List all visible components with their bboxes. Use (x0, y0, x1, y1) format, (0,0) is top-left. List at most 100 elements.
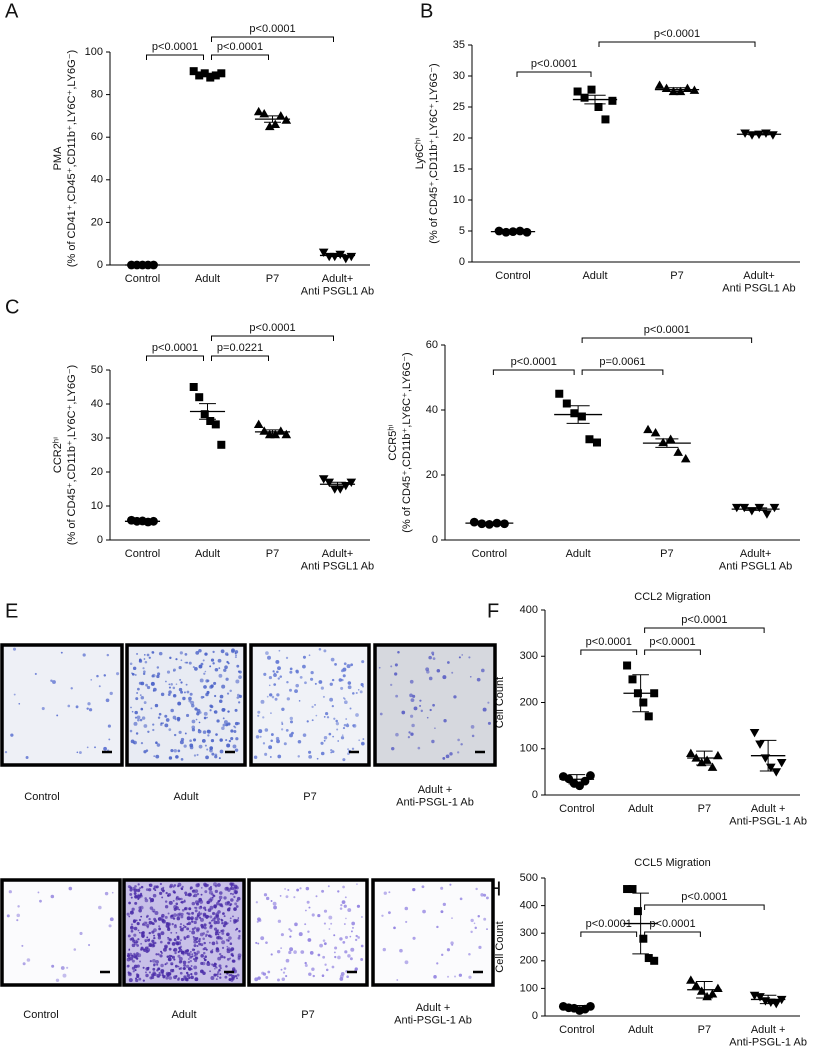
cell-dot (130, 896, 133, 899)
cell-dot (128, 948, 131, 951)
cell-dot (177, 897, 181, 901)
cell-dot (354, 938, 358, 942)
x-tick-label: Control (125, 273, 160, 285)
cell-dot (323, 909, 328, 913)
cell-dot (193, 944, 197, 948)
cell-dot (182, 924, 185, 927)
cell-dot (208, 921, 212, 925)
cell-dot (154, 889, 157, 892)
cell-dot (476, 677, 481, 682)
cell-dot (228, 907, 231, 910)
cell-dot (469, 676, 472, 678)
cell-dot (257, 942, 260, 945)
cell-dot (286, 697, 290, 701)
panel-label: F (487, 600, 499, 622)
error-bar (568, 1005, 586, 1011)
cell-dot (308, 750, 312, 754)
cell-dot (308, 654, 311, 657)
point (264, 121, 275, 131)
cell-dot (140, 885, 144, 889)
cell-dot (152, 967, 156, 971)
cell-dot (317, 953, 321, 957)
point (658, 437, 668, 447)
point (211, 420, 220, 429)
cell-dot (270, 953, 273, 956)
cell-dot (226, 949, 231, 954)
cell-dot (98, 685, 101, 688)
cell-dot (327, 885, 330, 888)
cell-dot (144, 660, 148, 664)
point (675, 86, 686, 96)
cell-dot (141, 716, 146, 720)
cell-dot (230, 898, 234, 902)
cell-dot (142, 667, 145, 670)
cell-dot (270, 900, 273, 902)
cell-dot (200, 912, 203, 915)
cell-dot (225, 739, 228, 742)
cell-dot (281, 977, 286, 981)
cell-dot (357, 688, 360, 691)
cell-dot (178, 687, 183, 692)
cell-dot (262, 972, 267, 976)
cell-dot (180, 681, 183, 684)
cell-dot (320, 741, 324, 745)
cell-dot (138, 681, 142, 685)
cell-dot (155, 754, 160, 759)
cell-dot (257, 710, 261, 714)
cell-dot (349, 707, 352, 710)
cell-dot (164, 905, 169, 909)
cell-dot (216, 901, 220, 906)
cell-dot (184, 661, 187, 664)
cell-dot (223, 921, 228, 925)
cell-dot (195, 650, 200, 655)
cell-dot (127, 952, 130, 955)
cell-dot (207, 734, 210, 737)
cell-dot (187, 912, 191, 916)
cell-dot (453, 695, 457, 699)
cell-dot (152, 887, 156, 890)
cell-dot (209, 915, 213, 919)
cell-dot (215, 914, 220, 918)
cell-dot (442, 675, 447, 680)
cell-dot (131, 672, 135, 676)
cell-dot (208, 941, 211, 944)
cell-dot (227, 662, 230, 665)
cell-dot (143, 654, 146, 656)
cell-dot (217, 933, 220, 936)
cell-dot (330, 751, 332, 754)
cell-dot (193, 754, 197, 757)
cell-dot (145, 923, 150, 928)
x-tick-label: Adult + Anti-PSGL-1 Ab (729, 803, 807, 828)
cell-dot (209, 924, 213, 928)
cell-dot (139, 894, 142, 897)
cell-dot (132, 666, 137, 671)
cell-dot (337, 955, 341, 960)
cell-dot (470, 930, 473, 934)
cell-dot (200, 954, 204, 958)
point (686, 748, 696, 757)
cell-dot (170, 931, 173, 934)
cell-dot (130, 923, 134, 926)
cell-dot (191, 901, 196, 906)
cell-dot (156, 963, 159, 966)
cell-dot (224, 665, 228, 670)
cell-dot (82, 653, 86, 657)
cell-dot (226, 933, 229, 936)
cell-dot (226, 945, 229, 948)
cell-dot (135, 732, 139, 735)
cell-dot (161, 896, 164, 899)
cell-dot (238, 701, 241, 704)
cell-dot (238, 934, 241, 938)
cell-dot (179, 651, 183, 655)
cell-dot (468, 656, 471, 659)
cell-dot (131, 959, 135, 963)
cell-dot (106, 653, 110, 657)
bracket-label: p<0.0001 (649, 636, 695, 648)
cell-dot (293, 896, 296, 899)
cell-dot (75, 705, 79, 709)
cell-dot (412, 694, 416, 698)
point (500, 519, 509, 529)
cell-dot (167, 936, 169, 939)
cell-dot (187, 958, 190, 960)
cell-dot (278, 649, 281, 652)
